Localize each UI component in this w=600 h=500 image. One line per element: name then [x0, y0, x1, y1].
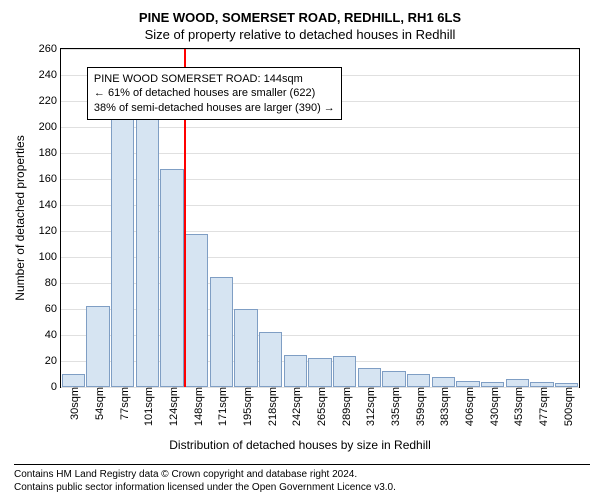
x-tick: 242sqm	[287, 387, 303, 426]
annotation-line3: 38% of semi-detached houses are larger (…	[94, 101, 335, 115]
gridline	[61, 49, 579, 50]
histogram-bar	[234, 309, 257, 387]
chart-area: Number of detached properties 0204060801…	[60, 48, 580, 388]
footer-line2: Contains public sector information licen…	[14, 481, 590, 494]
y-tick: 40	[45, 329, 61, 341]
histogram-bar	[506, 379, 529, 387]
x-axis-label: Distribution of detached houses by size …	[10, 438, 590, 452]
y-tick: 160	[39, 173, 61, 185]
y-tick: 80	[45, 277, 61, 289]
histogram-bar	[86, 306, 109, 387]
y-tick: 140	[39, 199, 61, 211]
x-tick: 148sqm	[189, 387, 205, 426]
y-tick: 240	[39, 69, 61, 81]
y-tick: 180	[39, 147, 61, 159]
page-title: PINE WOOD, SOMERSET ROAD, REDHILL, RH1 6…	[10, 10, 590, 25]
x-tick: 265sqm	[312, 387, 328, 426]
x-tick: 312sqm	[361, 387, 377, 426]
annotation-box: PINE WOOD SOMERSET ROAD: 144sqm ← 61% of…	[87, 67, 342, 120]
y-tick: 100	[39, 251, 61, 263]
footer-line1: Contains HM Land Registry data © Crown c…	[14, 468, 590, 481]
histogram-bar	[333, 356, 356, 387]
y-axis-label: Number of detached properties	[13, 135, 27, 300]
y-tick: 60	[45, 303, 61, 315]
histogram-bar	[407, 374, 430, 387]
histogram-bar	[160, 169, 183, 387]
x-tick: 54sqm	[90, 387, 106, 420]
x-tick: 124sqm	[164, 387, 180, 426]
y-tick: 260	[39, 43, 61, 55]
histogram-bar	[358, 368, 381, 388]
histogram-bar	[62, 374, 85, 387]
x-tick: 101sqm	[139, 387, 155, 426]
annotation-line1: PINE WOOD SOMERSET ROAD: 144sqm	[94, 72, 335, 86]
y-tick: 0	[51, 381, 61, 393]
histogram-bar	[308, 358, 331, 387]
histogram-bar	[111, 118, 134, 387]
x-tick: 500sqm	[559, 387, 575, 426]
x-tick: 30sqm	[65, 387, 81, 420]
x-tick: 453sqm	[509, 387, 525, 426]
x-tick: 195sqm	[238, 387, 254, 426]
x-tick: 477sqm	[534, 387, 550, 426]
x-tick: 335sqm	[386, 387, 402, 426]
plot-region: 02040608010012014016018020022024026030sq…	[60, 48, 580, 388]
histogram-bar	[284, 355, 307, 388]
x-tick: 218sqm	[263, 387, 279, 426]
histogram-bar	[259, 332, 282, 387]
histogram-bar	[382, 371, 405, 387]
x-tick: 77sqm	[115, 387, 131, 420]
histogram-bar	[136, 114, 159, 387]
page-subtitle: Size of property relative to detached ho…	[10, 27, 590, 42]
x-tick: 289sqm	[337, 387, 353, 426]
x-tick: 406sqm	[460, 387, 476, 426]
x-tick: 383sqm	[435, 387, 451, 426]
y-tick: 20	[45, 355, 61, 367]
y-tick: 120	[39, 225, 61, 237]
x-tick: 171sqm	[213, 387, 229, 426]
x-tick: 430sqm	[485, 387, 501, 426]
histogram-bar	[210, 277, 233, 388]
y-tick: 220	[39, 95, 61, 107]
x-tick: 359sqm	[411, 387, 427, 426]
histogram-bar	[432, 377, 455, 387]
footer: Contains HM Land Registry data © Crown c…	[14, 464, 590, 494]
y-tick: 200	[39, 121, 61, 133]
annotation-line2: ← 61% of detached houses are smaller (62…	[94, 86, 335, 100]
histogram-bar	[185, 234, 208, 387]
